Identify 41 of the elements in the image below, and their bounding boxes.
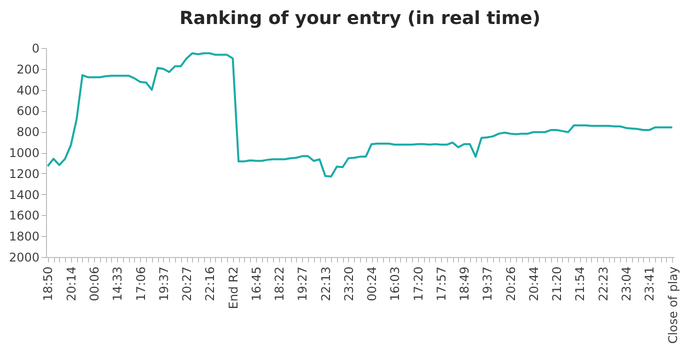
x-tick-label: Close of play	[666, 266, 680, 344]
x-tick-label: 23:20	[342, 266, 356, 302]
y-tick-label: 1600	[8, 208, 40, 223]
x-tick-label: 14:33	[110, 266, 125, 302]
y-tick-label: 200	[16, 62, 40, 76]
x-tick-label: 18:22	[272, 266, 287, 302]
x-tick-label: 22:16	[203, 266, 218, 302]
y-tick-label: 400	[16, 83, 40, 98]
x-tick-label: 17:06	[134, 266, 148, 302]
y-tick-label: 2000	[8, 250, 40, 264]
x-tick-label: End R2	[226, 266, 240, 310]
x-tick-label: 22:13	[318, 266, 333, 302]
x-tick-label: 19:37	[156, 266, 171, 302]
x-tick-label: 18:50	[41, 266, 56, 302]
x-tick-label: 00:24	[365, 266, 380, 302]
x-tick-label: 20:26	[504, 266, 518, 302]
x-tick-label: 17:57	[434, 266, 448, 302]
y-tick-label: 1800	[8, 230, 40, 244]
y-tick-label: 1000	[8, 146, 40, 160]
x-tick-label: 17:20	[411, 266, 426, 302]
x-tick-label: 00:06	[87, 266, 102, 302]
x-tick-label: 23:41	[642, 266, 657, 302]
y-tick-label: 800	[16, 125, 40, 140]
x-tick-label: 19:27	[296, 266, 310, 302]
x-tick-label: 16:03	[388, 266, 402, 302]
x-tick-label: 16:45	[249, 266, 264, 302]
x-tick-label: 23:04	[620, 266, 634, 302]
x-tick-label: 21:20	[550, 266, 564, 302]
x-tick-label: 20:14	[64, 266, 78, 302]
y-tick-label: 0	[32, 42, 40, 56]
x-tick-label: 21:54	[573, 266, 588, 302]
y-tick-label: 1400	[8, 188, 40, 202]
line-series	[46, 52, 674, 178]
chart-title: Ranking of your entry (in real time)	[179, 8, 541, 29]
x-tick-label: 20:27	[180, 266, 194, 302]
x-tick-label: 19:37	[480, 266, 495, 302]
x-tick-label: 20:44	[526, 266, 541, 302]
x-tick-label: 22:23	[596, 266, 610, 302]
y-tick-label: 600	[16, 104, 40, 118]
x-tick-label: 18:49	[458, 266, 472, 302]
y-tick-label: 1200	[8, 166, 40, 181]
